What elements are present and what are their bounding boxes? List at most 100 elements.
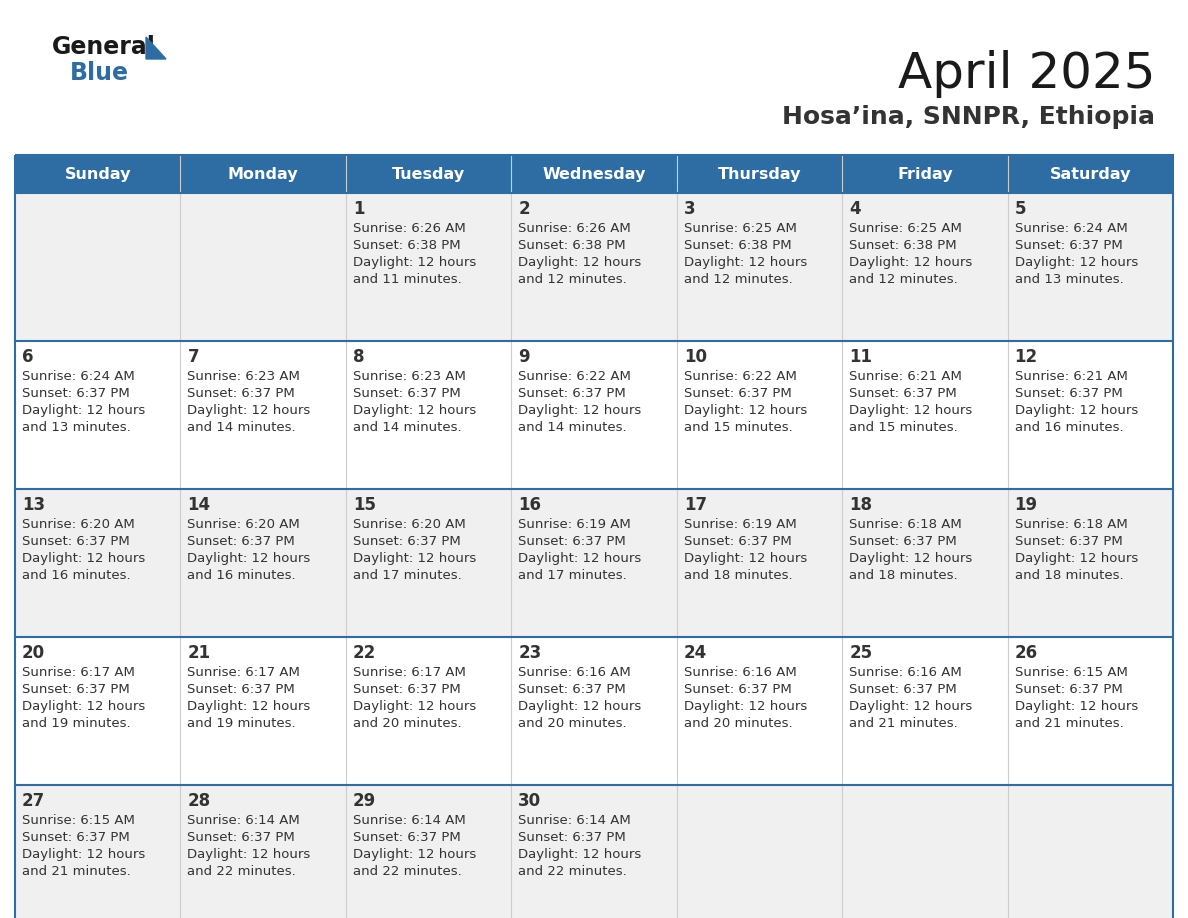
- Text: 20: 20: [23, 644, 45, 662]
- Text: 16: 16: [518, 496, 542, 514]
- Text: Tuesday: Tuesday: [392, 166, 466, 182]
- Text: Daylight: 12 hours: Daylight: 12 hours: [1015, 404, 1138, 417]
- Text: Sunset: 6:37 PM: Sunset: 6:37 PM: [518, 683, 626, 696]
- Text: Sunday: Sunday: [64, 166, 131, 182]
- Text: 5: 5: [1015, 200, 1026, 218]
- Text: Thursday: Thursday: [718, 166, 801, 182]
- Text: Sunset: 6:37 PM: Sunset: 6:37 PM: [188, 831, 295, 844]
- Text: Sunrise: 6:20 AM: Sunrise: 6:20 AM: [353, 518, 466, 531]
- Text: and 21 minutes.: and 21 minutes.: [23, 865, 131, 878]
- Text: Sunset: 6:37 PM: Sunset: 6:37 PM: [684, 535, 791, 548]
- Text: and 19 minutes.: and 19 minutes.: [23, 717, 131, 730]
- Text: Sunrise: 6:20 AM: Sunrise: 6:20 AM: [23, 518, 134, 531]
- Text: 11: 11: [849, 348, 872, 366]
- Text: Sunrise: 6:17 AM: Sunrise: 6:17 AM: [353, 666, 466, 679]
- Text: Daylight: 12 hours: Daylight: 12 hours: [518, 404, 642, 417]
- Text: 9: 9: [518, 348, 530, 366]
- Text: 12: 12: [1015, 348, 1037, 366]
- Text: Sunrise: 6:14 AM: Sunrise: 6:14 AM: [518, 814, 631, 827]
- Text: Daylight: 12 hours: Daylight: 12 hours: [353, 256, 476, 269]
- Text: Sunrise: 6:22 AM: Sunrise: 6:22 AM: [684, 370, 797, 383]
- Text: Daylight: 12 hours: Daylight: 12 hours: [188, 700, 311, 713]
- Text: Daylight: 12 hours: Daylight: 12 hours: [353, 552, 476, 565]
- Text: and 15 minutes.: and 15 minutes.: [849, 421, 958, 434]
- Text: Daylight: 12 hours: Daylight: 12 hours: [684, 700, 807, 713]
- Text: and 17 minutes.: and 17 minutes.: [353, 569, 462, 582]
- Text: Daylight: 12 hours: Daylight: 12 hours: [849, 256, 973, 269]
- Text: General: General: [52, 35, 156, 59]
- Text: Daylight: 12 hours: Daylight: 12 hours: [684, 552, 807, 565]
- Text: Friday: Friday: [897, 166, 953, 182]
- Text: Sunrise: 6:18 AM: Sunrise: 6:18 AM: [849, 518, 962, 531]
- Text: 19: 19: [1015, 496, 1037, 514]
- Text: 23: 23: [518, 644, 542, 662]
- Text: Sunrise: 6:24 AM: Sunrise: 6:24 AM: [1015, 222, 1127, 235]
- Text: 22: 22: [353, 644, 377, 662]
- Text: Sunrise: 6:25 AM: Sunrise: 6:25 AM: [684, 222, 797, 235]
- Bar: [15, 193, 1173, 341]
- Text: Daylight: 12 hours: Daylight: 12 hours: [23, 700, 145, 713]
- Text: Sunset: 6:37 PM: Sunset: 6:37 PM: [1015, 387, 1123, 400]
- Text: 15: 15: [353, 496, 375, 514]
- Bar: [15, 785, 1173, 918]
- Text: and 17 minutes.: and 17 minutes.: [518, 569, 627, 582]
- Text: 21: 21: [188, 644, 210, 662]
- Text: Sunrise: 6:15 AM: Sunrise: 6:15 AM: [23, 814, 135, 827]
- Text: Sunrise: 6:21 AM: Sunrise: 6:21 AM: [849, 370, 962, 383]
- Text: Sunset: 6:38 PM: Sunset: 6:38 PM: [684, 239, 791, 252]
- Text: and 12 minutes.: and 12 minutes.: [684, 273, 792, 286]
- Text: April 2025: April 2025: [897, 50, 1155, 98]
- Text: 25: 25: [849, 644, 872, 662]
- Text: Daylight: 12 hours: Daylight: 12 hours: [353, 848, 476, 861]
- Polygon shape: [146, 37, 166, 59]
- Bar: [15, 155, 1173, 193]
- Text: and 22 minutes.: and 22 minutes.: [353, 865, 462, 878]
- Text: Daylight: 12 hours: Daylight: 12 hours: [518, 848, 642, 861]
- Text: Sunrise: 6:14 AM: Sunrise: 6:14 AM: [188, 814, 301, 827]
- Text: 4: 4: [849, 200, 861, 218]
- Text: Sunrise: 6:19 AM: Sunrise: 6:19 AM: [518, 518, 631, 531]
- Text: Wednesday: Wednesday: [542, 166, 646, 182]
- Text: 30: 30: [518, 792, 542, 810]
- Text: Sunset: 6:37 PM: Sunset: 6:37 PM: [518, 535, 626, 548]
- Text: Sunset: 6:37 PM: Sunset: 6:37 PM: [188, 387, 295, 400]
- Text: 18: 18: [849, 496, 872, 514]
- Text: Daylight: 12 hours: Daylight: 12 hours: [1015, 700, 1138, 713]
- Text: and 12 minutes.: and 12 minutes.: [518, 273, 627, 286]
- Text: Daylight: 12 hours: Daylight: 12 hours: [188, 848, 311, 861]
- Text: 13: 13: [23, 496, 45, 514]
- Text: and 12 minutes.: and 12 minutes.: [849, 273, 958, 286]
- Bar: [15, 341, 1173, 489]
- Text: and 15 minutes.: and 15 minutes.: [684, 421, 792, 434]
- Text: and 18 minutes.: and 18 minutes.: [849, 569, 958, 582]
- Text: Sunrise: 6:22 AM: Sunrise: 6:22 AM: [518, 370, 631, 383]
- Text: Daylight: 12 hours: Daylight: 12 hours: [684, 256, 807, 269]
- Text: Sunset: 6:37 PM: Sunset: 6:37 PM: [684, 683, 791, 696]
- Text: 1: 1: [353, 200, 365, 218]
- Text: Daylight: 12 hours: Daylight: 12 hours: [23, 848, 145, 861]
- Text: Sunset: 6:37 PM: Sunset: 6:37 PM: [684, 387, 791, 400]
- Text: 3: 3: [684, 200, 695, 218]
- Text: Daylight: 12 hours: Daylight: 12 hours: [188, 404, 311, 417]
- Text: and 21 minutes.: and 21 minutes.: [849, 717, 958, 730]
- Text: Daylight: 12 hours: Daylight: 12 hours: [518, 700, 642, 713]
- Text: and 22 minutes.: and 22 minutes.: [518, 865, 627, 878]
- Text: Sunrise: 6:14 AM: Sunrise: 6:14 AM: [353, 814, 466, 827]
- Text: Daylight: 12 hours: Daylight: 12 hours: [353, 700, 476, 713]
- Text: Daylight: 12 hours: Daylight: 12 hours: [518, 256, 642, 269]
- Text: Sunrise: 6:16 AM: Sunrise: 6:16 AM: [684, 666, 796, 679]
- Text: and 18 minutes.: and 18 minutes.: [1015, 569, 1123, 582]
- Text: Sunrise: 6:17 AM: Sunrise: 6:17 AM: [23, 666, 135, 679]
- Text: Sunrise: 6:21 AM: Sunrise: 6:21 AM: [1015, 370, 1127, 383]
- Text: Daylight: 12 hours: Daylight: 12 hours: [849, 404, 973, 417]
- Bar: [15, 637, 1173, 785]
- Bar: [15, 489, 1173, 637]
- Text: Sunset: 6:37 PM: Sunset: 6:37 PM: [23, 831, 129, 844]
- Text: and 18 minutes.: and 18 minutes.: [684, 569, 792, 582]
- Text: Daylight: 12 hours: Daylight: 12 hours: [849, 552, 973, 565]
- Text: Daylight: 12 hours: Daylight: 12 hours: [23, 552, 145, 565]
- Text: Sunset: 6:37 PM: Sunset: 6:37 PM: [849, 683, 956, 696]
- Text: and 20 minutes.: and 20 minutes.: [518, 717, 627, 730]
- Text: 7: 7: [188, 348, 200, 366]
- Text: Daylight: 12 hours: Daylight: 12 hours: [1015, 256, 1138, 269]
